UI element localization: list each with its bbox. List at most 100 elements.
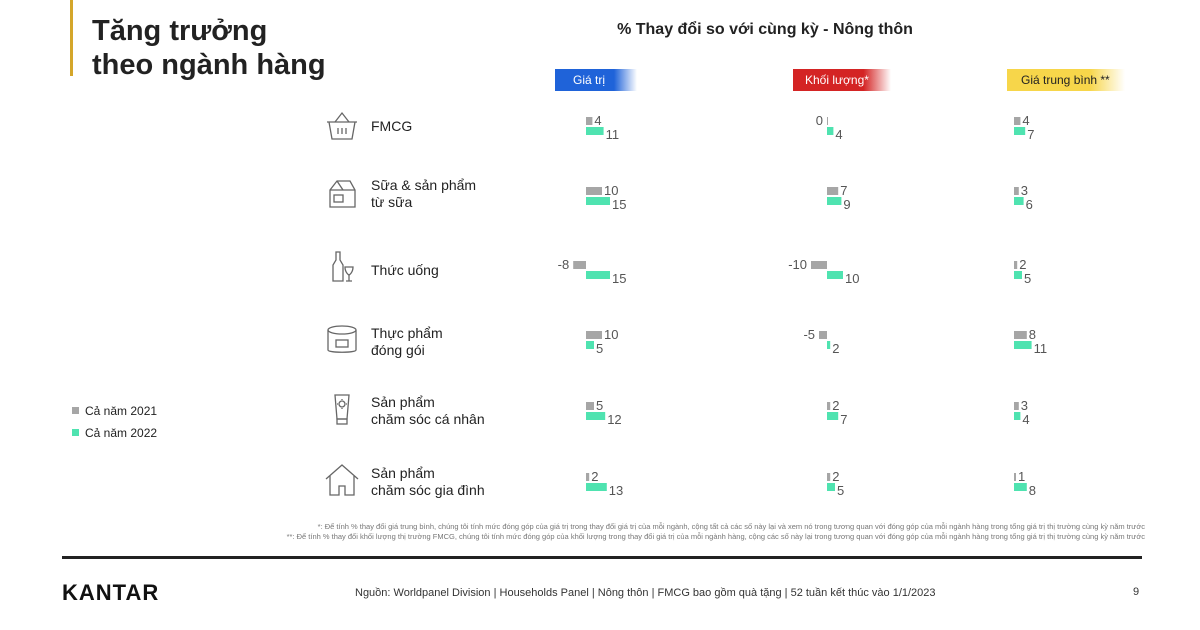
data-label-avg-price: 4 (1022, 412, 1029, 427)
bar-avg-price-2021 (1014, 187, 1019, 195)
bar-value-2021 (586, 117, 593, 125)
category-label-packaged-food: Thực phẩm đóng gói (371, 325, 443, 359)
page-title-line-2: theo ngành hàng (92, 49, 326, 81)
data-label-avg-price: 6 (1026, 197, 1033, 212)
data-label-avg-price: 3 (1021, 398, 1028, 413)
page-title: Tăng trưởng theo ngành hàng (92, 14, 326, 82)
bar-value-2021 (586, 473, 590, 481)
legend-label-2022: Cả năm 2022 (85, 426, 158, 440)
data-label-value: 13 (609, 483, 623, 498)
panel-header-value: Giá trị (555, 69, 637, 91)
bar-value-2022 (586, 341, 594, 349)
data-label-volume: 5 (837, 483, 844, 498)
chart-title: % Thay đổi so với cùng kỳ - Nông thôn (617, 21, 913, 38)
panel-header-volume: Khối lượng* (793, 69, 891, 91)
bar-volume-2021 (827, 117, 828, 125)
bar-value-2022 (586, 127, 604, 135)
data-label-avg-price: 7 (1027, 127, 1034, 142)
bar-volume-2021 (827, 402, 831, 410)
bar-volume-2021 (811, 261, 827, 269)
data-label-value: 5 (596, 398, 603, 413)
bar-value-2022 (586, 197, 610, 205)
data-label-volume: 2 (832, 341, 839, 356)
panel-header-average-price: Giá trung bình ** (1007, 69, 1125, 91)
lotion-tube-icon (334, 394, 350, 425)
bar-avg-price-2022 (1014, 483, 1027, 491)
data-label-value: -8 (558, 257, 570, 272)
bar-volume-2021 (827, 473, 831, 481)
data-label-volume: -5 (803, 327, 815, 342)
bar-avg-price-2022 (1014, 271, 1022, 279)
data-label-value: 5 (596, 341, 603, 356)
bar-volume-2022 (827, 341, 831, 349)
data-label-avg-price: 2 (1019, 257, 1026, 272)
bar-avg-price-2022 (1014, 197, 1024, 205)
category-label-line: chăm sóc gia đình (371, 482, 485, 498)
data-label-value: 10 (604, 327, 618, 342)
data-label-value: 15 (612, 197, 626, 212)
bar-value-2021 (586, 402, 594, 410)
data-label-value: 2 (591, 469, 598, 484)
data-label-avg-price: 3 (1021, 183, 1028, 198)
package-icon (327, 325, 357, 353)
bar-value-2021 (573, 261, 586, 269)
kantar-logo: KANTAR (62, 580, 160, 605)
data-label-avg-price: 8 (1029, 483, 1036, 498)
bar-value-2022 (586, 483, 607, 491)
category-label-personal-care: Sản phẩm chăm sóc cá nhân (371, 394, 485, 428)
category-label-line: Sản phẩm (371, 465, 435, 481)
footnote-2: **: Để tính % thay đổi khối lượng thị tr… (286, 532, 1145, 541)
legend-swatch-2021 (72, 407, 79, 414)
bar-avg-price-2022 (1014, 341, 1032, 349)
data-label-volume: 2 (832, 469, 839, 484)
data-label-volume: 9 (843, 197, 850, 212)
data-label-avg-price: 1 (1018, 469, 1025, 484)
legend-label-2021: Cả năm 2021 (85, 404, 158, 418)
category-label-home-care: Sản phẩm chăm sóc gia đình (371, 465, 485, 499)
bar-value-2022 (586, 412, 606, 420)
category-label-dairy: Sữa & sản phẩm từ sữa (371, 177, 476, 211)
data-label-value: 12 (607, 412, 621, 427)
bar-avg-price-2021 (1014, 261, 1018, 269)
category-label-line: FMCG (371, 118, 413, 134)
page-number: 9 (1133, 586, 1140, 598)
legend-item-2022: Cả năm 2022 (72, 426, 157, 440)
category-label-line: Sản phẩm (371, 394, 435, 410)
bar-avg-price-2022 (1014, 412, 1021, 420)
data-label-avg-price: 8 (1029, 327, 1036, 342)
data-label-value: 10 (604, 183, 618, 198)
data-label-volume: -10 (788, 257, 807, 272)
bar-volume-2022 (827, 483, 835, 491)
footnotes: *: Để tính % thay đổi giá trung bình, ch… (30, 522, 1145, 542)
source-note: Nguồn: Worldpanel Division | Households … (355, 587, 936, 599)
bar-avg-price-2022 (1014, 127, 1026, 135)
data-label-volume: 7 (840, 412, 847, 427)
title-accent-bar (70, 0, 73, 76)
bar-volume-2022 (827, 271, 843, 279)
legend-item-2021: Cả năm 2021 (72, 404, 157, 418)
bottle-glass-icon (332, 251, 354, 282)
category-label-line: Thực phẩm (371, 325, 443, 341)
category-label-line: đóng gói (371, 342, 425, 358)
data-label-volume: 10 (845, 271, 859, 286)
category-label-line: chăm sóc cá nhân (371, 411, 485, 427)
data-label-volume: 4 (835, 127, 842, 142)
category-label-line: từ sữa (371, 194, 413, 210)
data-label-avg-price: 5 (1024, 271, 1031, 286)
category-label-line: Thức uống (371, 262, 439, 278)
bar-volume-2021 (827, 187, 839, 195)
bar-avg-price-2021 (1014, 117, 1021, 125)
page-title-line-1: Tăng trưởng (92, 15, 268, 47)
bar-avg-price-2021 (1014, 402, 1019, 410)
footer-divider (62, 556, 1142, 559)
category-label-line: Sữa & sản phẩm (371, 177, 477, 193)
house-icon (325, 464, 359, 496)
basket-icon (327, 111, 357, 140)
bar-value-2021 (586, 331, 602, 339)
data-label-volume: 7 (840, 183, 847, 198)
footnote-1: *: Để tính % thay đổi giá trung bình, ch… (317, 522, 1145, 531)
data-label-value: 4 (594, 113, 601, 128)
data-label-avg-price: 4 (1022, 113, 1029, 128)
bar-volume-2021 (819, 331, 827, 339)
bar-volume-2022 (827, 197, 842, 205)
